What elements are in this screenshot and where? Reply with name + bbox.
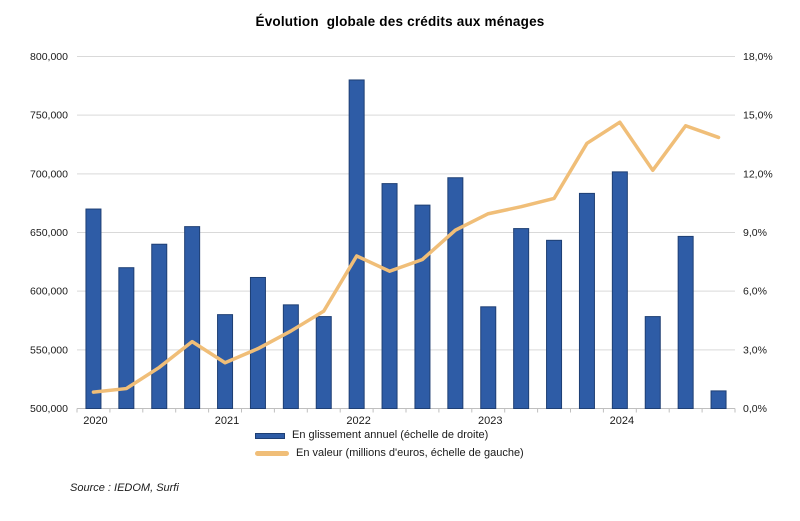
x-axis-year-label: 2021: [215, 415, 239, 427]
legend: En glissement annuel (échelle de droite)…: [0, 429, 800, 460]
chart-plot-area: 500,000 0,0% 550,000 3,0% 600,000 6,0% 650,000…: [30, 51, 773, 427]
chart-title: Évolution globale des crédits aux ménage…: [255, 14, 545, 29]
bar-2020-T3: [151, 243, 168, 409]
bar-2024-T4: [710, 390, 727, 409]
bar-2021-T4: [315, 316, 332, 410]
bar-2023-T3: [546, 239, 563, 409]
y-axis-label-left: 750,000: [30, 110, 68, 122]
bar-2024-T3: [677, 235, 694, 409]
y-axis-label-left: 600,000: [30, 286, 68, 298]
y-axis-label-right: 9,0%: [743, 227, 767, 239]
y-axis-label-left: 800,000: [30, 51, 68, 63]
y-axis-label-right: 15,0%: [743, 110, 773, 122]
bar-2023-T1: [480, 306, 497, 409]
bar-2023-T4: [578, 192, 595, 409]
source-note: Source : IEDOM, Surfi: [70, 482, 179, 494]
legend-line-swatch: [255, 451, 289, 456]
bar-2020-T1: [85, 208, 102, 409]
bar-2022-T3: [414, 204, 431, 409]
bar-2024-T1: [611, 171, 628, 409]
y-axis-label-left: 500,000: [30, 403, 68, 415]
bar-2022-T2: [381, 183, 398, 409]
x-axis-year-label: 2020: [83, 415, 107, 427]
y-axis-label-left: 650,000: [30, 227, 68, 239]
x-axis-year-label: 2024: [610, 415, 634, 427]
bar-2021-T3: [282, 304, 299, 410]
legend-item-en-valeur: En valeur (millions d'euros, échelle de …: [255, 447, 545, 460]
legend-label-glissement-annuel: En glissement annuel (échelle de droite): [292, 429, 489, 441]
value-line: [91, 120, 721, 394]
y-axis-label-right: 0,0%: [743, 403, 767, 415]
bar-2024-T2: [644, 316, 661, 410]
y-axis-label-right: 6,0%: [743, 286, 767, 298]
y-axis-label-left: 700,000: [30, 168, 68, 180]
y-axis-label-right: 18,0%: [743, 51, 773, 63]
legend-label-en-valeur: En valeur (millions d'euros, échelle de …: [296, 447, 524, 459]
bar-2023-T2: [513, 228, 530, 409]
legend-bar-swatch: [255, 432, 285, 439]
bar-2021-T2: [249, 276, 266, 409]
legend-item-glissement-annuel: En glissement annuel (échelle de droite): [255, 429, 545, 442]
x-axis-year-label: 2023: [478, 415, 502, 427]
bar-2020-T2: [118, 267, 135, 410]
bar-2022-T4: [447, 177, 464, 409]
x-axis-year-label: 2022: [346, 415, 370, 427]
bar-2022-T1: [348, 79, 365, 409]
bar-2020-T4: [184, 226, 201, 409]
y-axis-label-left: 550,000: [30, 344, 68, 356]
y-axis-label-right: 3,0%: [743, 344, 767, 356]
y-axis-label-right: 12,0%: [743, 168, 773, 180]
